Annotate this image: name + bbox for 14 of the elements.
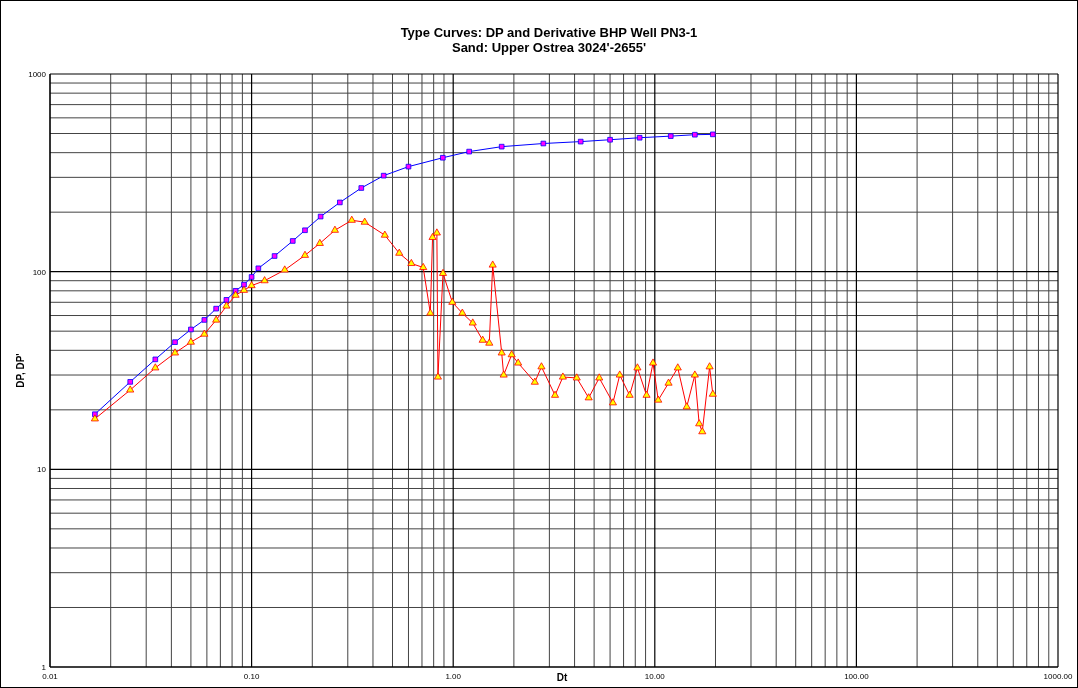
x-tick-label: 10.00 — [644, 672, 666, 681]
chart-title: Type Curves: DP and Derivative BHP Well PN3-1 — [400, 25, 698, 40]
x-tick-label: 0.01 — [42, 672, 59, 681]
x-axis-title: Dt — [556, 672, 568, 683]
x-tick-label: 1000.00 — [1043, 672, 1074, 681]
x-tick-label: 100.00 — [844, 672, 870, 681]
x-tick-label: 0.10 — [243, 672, 260, 681]
chart-subtitle: Sand: Upper Ostrea 3024'-2655' — [451, 40, 647, 55]
y-tick-label: 1000 — [28, 70, 47, 79]
y-tick-label: 10 — [37, 465, 47, 475]
y-axis-title: DP, DP' — [15, 353, 26, 388]
y-tick-label: 1 — [41, 663, 47, 672]
x-tick-label: 1.00 — [445, 672, 462, 681]
y-tick-label: 100 — [32, 267, 47, 277]
